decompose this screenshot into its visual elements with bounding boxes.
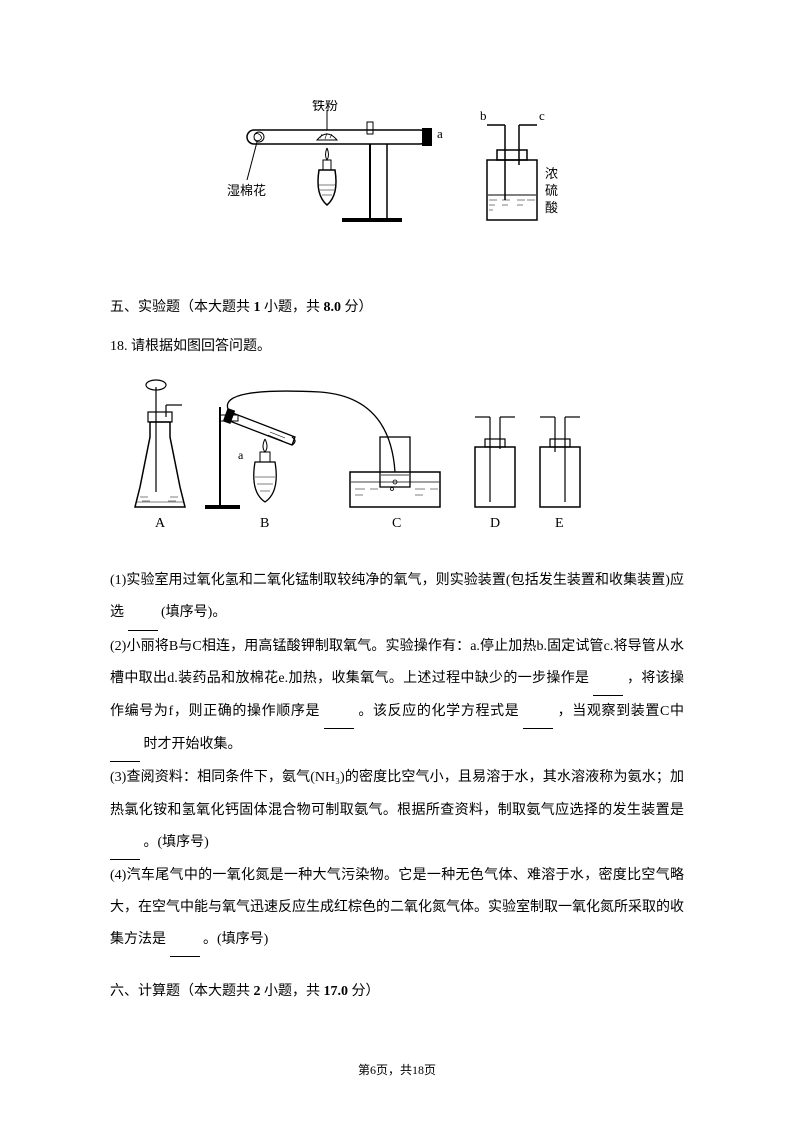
- q18-number: 18.: [110, 339, 128, 354]
- label-D: D: [490, 516, 500, 531]
- label-small-a: a: [238, 448, 244, 462]
- apparatus-B: [205, 407, 295, 509]
- section-6-header: 六、计算题（本大题共 2 小题，共 17.0 分）: [110, 977, 684, 1008]
- sec6-n1: 2: [254, 984, 261, 999]
- label-cotton: 湿棉花: [227, 183, 266, 198]
- sec6-mid: 小题，共: [261, 984, 324, 999]
- p2d: ，当观察到装置C中: [553, 704, 684, 719]
- page-footer: 第6页，共18页: [0, 1057, 794, 1083]
- label-b: b: [480, 108, 487, 123]
- blank-3: [324, 696, 354, 729]
- label-acid-3: 酸: [545, 200, 558, 215]
- section-5-header: 五、实验题（本大题共 1 小题，共 8.0 分）: [110, 293, 684, 324]
- blank-1: [128, 597, 158, 630]
- sec6-suffix: 分）: [348, 984, 380, 999]
- label-c: c: [539, 108, 545, 123]
- p1b: (填序号)。: [158, 605, 227, 620]
- sec5-n1: 1: [254, 300, 261, 315]
- blank-4: [523, 696, 553, 729]
- sec5-prefix: 五、实验题（本大题共: [110, 300, 254, 315]
- sec5-suffix: 分）: [341, 300, 373, 315]
- sec5-mid: 小题，共: [261, 300, 324, 315]
- diagram-middle-container: A a: [110, 377, 684, 550]
- blank-2: [593, 663, 623, 696]
- footer-total: 18: [412, 1063, 424, 1077]
- diagram-middle-svg: A a: [110, 377, 610, 537]
- diagram-top-svg: 铁粉 湿棉花 a b c 浓 硫 酸: [227, 100, 567, 250]
- q18-stem: 请根据如图回答问题。: [128, 339, 272, 354]
- label-acid-2: 硫: [545, 183, 558, 198]
- label-E: E: [555, 516, 564, 531]
- p3b: 。(填序号): [140, 835, 209, 850]
- label-C: C: [392, 516, 401, 531]
- p3a: (3)查阅资料：相同条件下，氨气(NH₃)的密度比空气小，且易溶于水，其水溶液称…: [110, 770, 684, 817]
- page-content: 铁粉 湿棉花 a b c 浓 硫 酸 五、实验题（本大题共 1 小题，共 8.0…: [110, 100, 684, 1008]
- footer-prefix: 第: [358, 1063, 370, 1077]
- blank-7: [170, 924, 200, 957]
- sec5-n2: 8.0: [324, 300, 342, 315]
- sec6-prefix: 六、计算题（本大题共: [110, 984, 254, 999]
- footer-suffix: 页: [424, 1063, 436, 1077]
- label-a: a: [437, 126, 443, 141]
- q18-body: (1)实验室用过氧化氢和二氧化锰制取较纯净的氧气，则实验装置(包括发生装置和收集…: [110, 565, 684, 957]
- sec6-n2: 17.0: [324, 984, 349, 999]
- blank-5: [110, 729, 140, 762]
- p2e: 时才开始收集。: [140, 737, 242, 752]
- apparatus-A: [135, 380, 185, 507]
- apparatus-E: [540, 417, 580, 507]
- label-A: A: [155, 516, 166, 531]
- diagram-top-container: 铁粉 湿棉花 a b c 浓 硫 酸: [110, 100, 684, 263]
- blank-6: [110, 827, 140, 860]
- p2c: 。该反应的化学方程式是: [354, 704, 523, 719]
- footer-mid: 页，共: [376, 1063, 412, 1077]
- apparatus-C: [350, 437, 440, 507]
- label-iron: 铁粉: [312, 100, 338, 113]
- apparatus-D: [475, 417, 515, 507]
- p4b: 。(填序号): [200, 932, 269, 947]
- label-acid-1: 浓: [545, 166, 558, 181]
- q18-line: 18. 请根据如图回答问题。: [110, 332, 684, 363]
- label-B: B: [260, 516, 269, 531]
